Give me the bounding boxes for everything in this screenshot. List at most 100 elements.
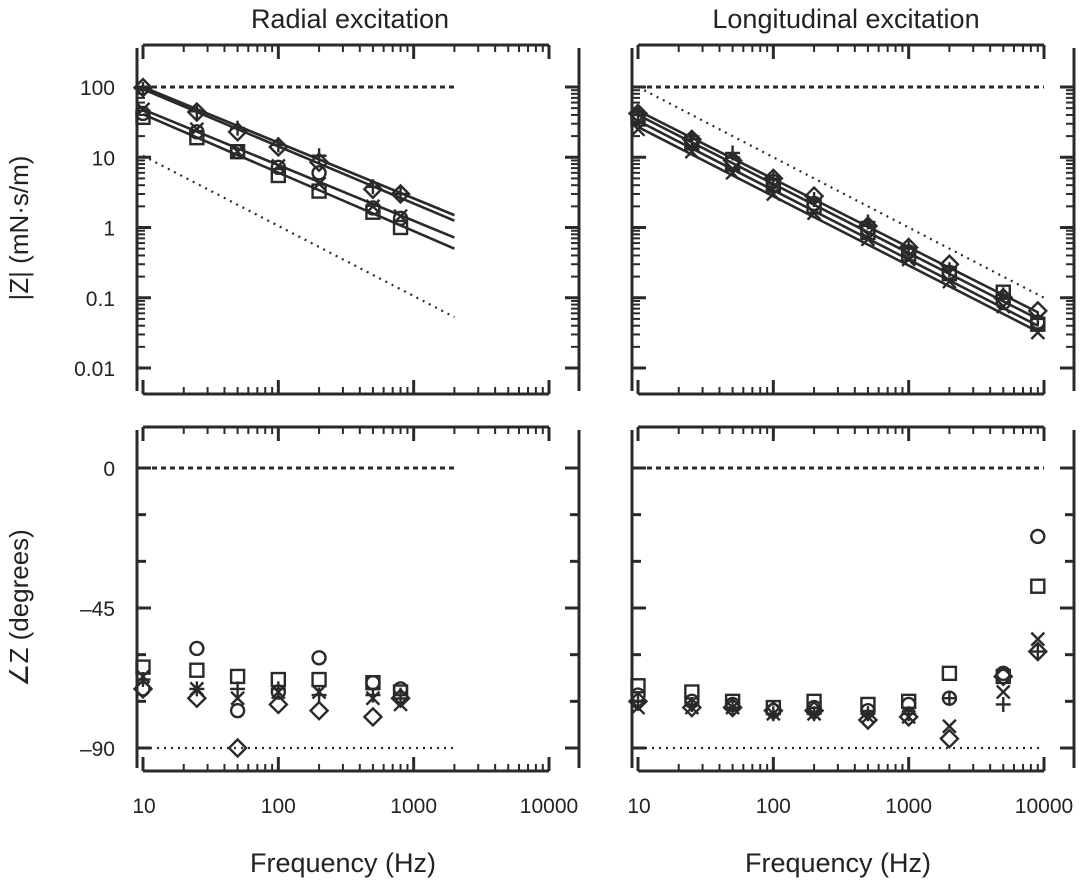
marker-diamond	[803, 700, 825, 721]
marker-square	[941, 665, 958, 682]
marker-square	[189, 129, 205, 146]
marker-plus	[630, 107, 646, 123]
marker-plus	[941, 690, 957, 706]
marker-diamond	[1027, 300, 1049, 322]
marker-diamond	[993, 666, 1014, 687]
marker-diamond	[362, 179, 384, 200]
marker-square	[189, 662, 205, 678]
marker-plus	[189, 103, 205, 119]
marker-diamond	[390, 183, 411, 205]
y-tick-label: –90	[80, 738, 115, 761]
marker-cross	[995, 684, 1011, 700]
series-cross	[630, 121, 1046, 340]
x-ticks	[636, 427, 1046, 771]
marker-diamond	[227, 737, 248, 759]
marker-cross	[942, 274, 957, 289]
y-tick-label: 0.01	[74, 358, 115, 381]
marker-diamond	[186, 688, 208, 709]
fit-line	[637, 119, 1039, 327]
marker-diamond	[722, 150, 743, 171]
fit-line	[637, 113, 1039, 321]
marker-circle	[392, 210, 409, 227]
marker-plus	[365, 687, 381, 703]
fit-line	[142, 113, 455, 250]
marker-diamond	[803, 185, 825, 207]
panel-radial-phase: 0 –45 –90 10 100 1000 10000	[80, 425, 581, 818]
marker-circle	[189, 640, 205, 657]
marker-circle	[311, 650, 327, 666]
series-cross	[135, 102, 408, 224]
marker-diamond	[681, 697, 703, 718]
marker-circle	[270, 159, 287, 175]
axis-frame	[135, 425, 581, 773]
marker-square	[229, 668, 246, 685]
marker-diamond	[627, 103, 649, 124]
fit-line	[142, 88, 455, 222]
marker-circle	[1030, 528, 1046, 545]
marker-diamond	[390, 688, 411, 709]
reference-line-dotted	[142, 154, 455, 319]
marker-diamond	[362, 706, 384, 728]
marker-square	[392, 219, 409, 236]
marker-cross	[393, 697, 408, 712]
fit-line	[637, 109, 1039, 314]
marker-cross	[393, 208, 408, 224]
x-tick-label: 10000	[1015, 795, 1073, 818]
marker-plus	[630, 693, 646, 709]
y-tick-label: 10	[92, 147, 115, 170]
marker-circle	[229, 702, 246, 719]
marker-plus	[311, 687, 327, 703]
x-tick-label: 10000	[520, 795, 578, 818]
marker-diamond	[132, 77, 154, 98]
marker-cross	[765, 186, 781, 202]
panel-radial-magnitude: 0.01 0.1 1 10 100	[74, 43, 581, 396]
series-diamond	[132, 77, 411, 205]
marker-cross	[630, 121, 646, 137]
marker-plus	[311, 148, 327, 164]
marker-cross	[942, 718, 957, 734]
marker-diamond	[939, 728, 960, 749]
x-ticks	[141, 45, 551, 394]
series-circle	[630, 528, 1046, 719]
marker-plus	[230, 681, 246, 697]
series-cross	[630, 631, 1046, 734]
y-tick-label: 0.1	[86, 288, 115, 311]
axis-frame	[135, 43, 581, 396]
x-tick-label: 10	[627, 795, 650, 818]
marker-cross	[230, 690, 245, 706]
title-radial: Radial excitation	[251, 4, 449, 34]
marker-cross	[806, 205, 822, 221]
x-ticks	[636, 45, 1046, 394]
marker-diamond	[268, 694, 289, 715]
x-tick-label: 1000	[390, 795, 437, 818]
marker-diamond	[268, 136, 289, 158]
marker-plus	[860, 706, 876, 722]
y-tick-label: 0	[103, 458, 115, 481]
marker-diamond	[308, 700, 330, 721]
marker-square	[1030, 578, 1046, 594]
marker-diamond	[939, 254, 960, 275]
marker-cross	[270, 158, 286, 174]
marker-diamond	[186, 101, 208, 123]
axis-frame	[630, 425, 1076, 773]
xlabel-right: Frequency (Hz)	[745, 848, 931, 878]
marker-cross	[1030, 325, 1046, 340]
marker-circle	[311, 165, 327, 181]
marker-diamond	[857, 709, 879, 731]
marker-plus	[684, 131, 700, 147]
marker-cross	[189, 121, 205, 137]
panel-longitudinal-magnitude	[627, 43, 1076, 396]
marker-diamond	[1027, 641, 1049, 662]
marker-cross	[365, 199, 381, 214]
marker-cross	[725, 165, 740, 181]
x-tick-label: 100	[261, 795, 296, 818]
panel-longitudinal-phase: 10 100 1000 10000	[627, 425, 1076, 818]
y-ticks	[137, 466, 579, 750]
marker-cross	[230, 144, 245, 160]
marker-cross	[311, 176, 327, 192]
y-ticks	[632, 85, 1074, 370]
y-tick-label: 100	[80, 77, 115, 100]
marker-plus	[901, 241, 917, 257]
marker-cross	[860, 231, 876, 247]
